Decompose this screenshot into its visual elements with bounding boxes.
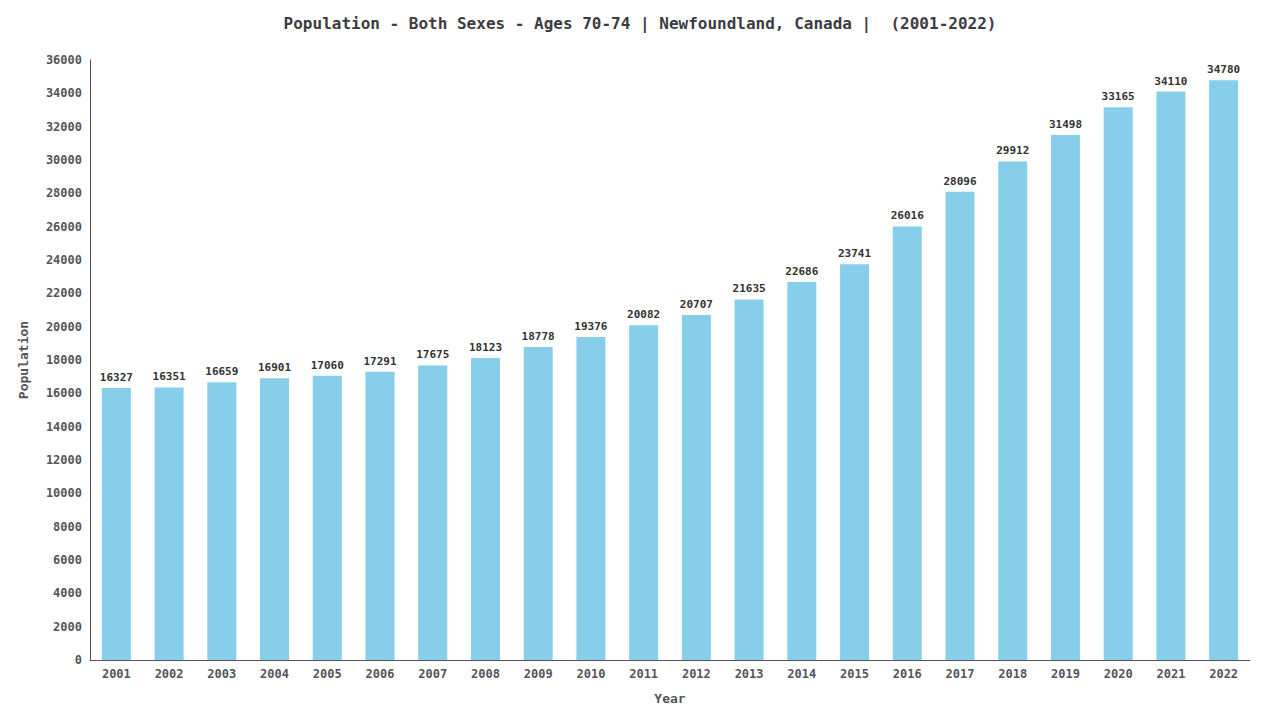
svg-text:2002: 2002 xyxy=(155,667,184,681)
svg-text:23741: 23741 xyxy=(838,247,871,260)
svg-text:16327: 16327 xyxy=(100,371,133,384)
svg-text:14000: 14000 xyxy=(46,420,82,434)
svg-text:22000: 22000 xyxy=(46,286,82,300)
svg-text:26000: 26000 xyxy=(46,220,82,234)
svg-text:34110: 34110 xyxy=(1154,75,1187,88)
svg-text:16000: 16000 xyxy=(46,386,82,400)
svg-text:20082: 20082 xyxy=(627,308,660,321)
svg-text:28000: 28000 xyxy=(46,186,82,200)
svg-text:2019: 2019 xyxy=(1051,667,1080,681)
svg-text:28096: 28096 xyxy=(943,175,976,188)
svg-text:2018: 2018 xyxy=(998,667,1027,681)
svg-text:2017: 2017 xyxy=(946,667,975,681)
svg-text:2021: 2021 xyxy=(1156,667,1185,681)
svg-text:2009: 2009 xyxy=(524,667,553,681)
svg-text:4000: 4000 xyxy=(53,586,82,600)
svg-text:29912: 29912 xyxy=(996,144,1029,157)
svg-text:2022: 2022 xyxy=(1209,667,1238,681)
svg-text:36000: 36000 xyxy=(46,53,82,67)
svg-text:2012: 2012 xyxy=(682,667,711,681)
svg-text:2006: 2006 xyxy=(366,667,395,681)
svg-text:2001: 2001 xyxy=(102,667,131,681)
svg-text:2008: 2008 xyxy=(471,667,500,681)
svg-text:19376: 19376 xyxy=(574,320,607,333)
svg-text:Year: Year xyxy=(654,691,685,706)
svg-text:8000: 8000 xyxy=(53,520,82,534)
svg-text:17060: 17060 xyxy=(311,359,344,372)
svg-text:2005: 2005 xyxy=(313,667,342,681)
svg-text:6000: 6000 xyxy=(53,553,82,567)
svg-text:12000: 12000 xyxy=(46,453,82,467)
svg-text:18778: 18778 xyxy=(522,330,555,343)
svg-text:20000: 20000 xyxy=(46,320,82,334)
svg-text:2011: 2011 xyxy=(629,667,658,681)
svg-text:Population - Both Sexes - Ages: Population - Both Sexes - Ages 70-74 | N… xyxy=(284,14,997,34)
svg-text:21635: 21635 xyxy=(733,282,766,295)
svg-text:2016: 2016 xyxy=(893,667,922,681)
svg-text:2000: 2000 xyxy=(53,620,82,634)
svg-text:2010: 2010 xyxy=(576,667,605,681)
svg-text:2013: 2013 xyxy=(735,667,764,681)
svg-text:16351: 16351 xyxy=(153,370,186,383)
svg-text:32000: 32000 xyxy=(46,120,82,134)
svg-text:31498: 31498 xyxy=(1049,118,1082,131)
svg-text:18000: 18000 xyxy=(46,353,82,367)
svg-text:26016: 26016 xyxy=(891,209,924,222)
svg-text:0: 0 xyxy=(75,653,82,667)
svg-text:34000: 34000 xyxy=(46,86,82,100)
svg-text:24000: 24000 xyxy=(46,253,82,267)
svg-text:17675: 17675 xyxy=(416,348,449,361)
svg-text:10000: 10000 xyxy=(46,486,82,500)
svg-text:16901: 16901 xyxy=(258,361,291,374)
svg-text:30000: 30000 xyxy=(46,153,82,167)
svg-text:2004: 2004 xyxy=(260,667,289,681)
svg-text:Population: Population xyxy=(16,321,31,399)
svg-text:22686: 22686 xyxy=(785,265,818,278)
svg-text:16659: 16659 xyxy=(205,365,238,378)
svg-text:2007: 2007 xyxy=(418,667,447,681)
svg-text:2014: 2014 xyxy=(787,667,816,681)
svg-text:34780: 34780 xyxy=(1207,63,1240,76)
svg-text:2003: 2003 xyxy=(207,667,236,681)
svg-text:18123: 18123 xyxy=(469,341,502,354)
svg-text:2020: 2020 xyxy=(1104,667,1133,681)
svg-text:33165: 33165 xyxy=(1102,90,1135,103)
svg-text:2015: 2015 xyxy=(840,667,869,681)
svg-text:17291: 17291 xyxy=(363,355,396,368)
svg-text:20707: 20707 xyxy=(680,298,713,311)
